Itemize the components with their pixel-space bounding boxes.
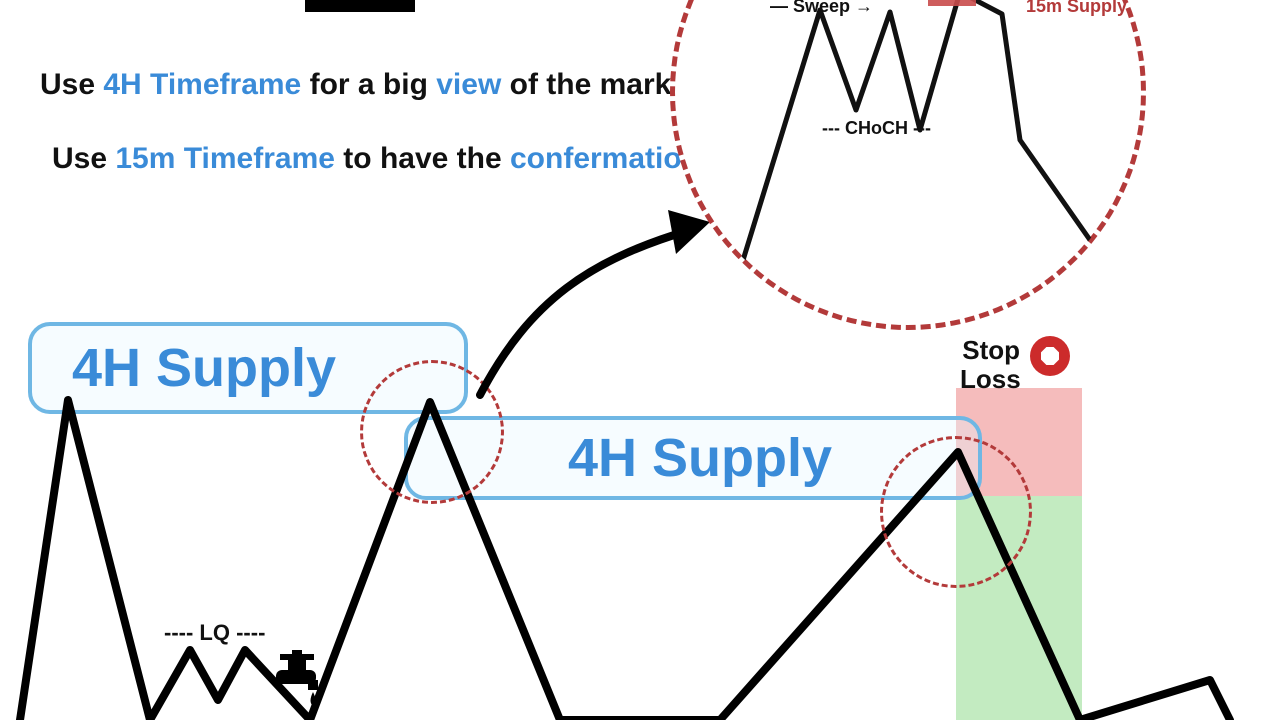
choch-dash-left: --- <box>822 118 845 138</box>
supply-15m-label: 15m Supply <box>1026 0 1127 17</box>
sweep-arrow-right: → <box>850 0 873 16</box>
zoom-price-path <box>0 0 1280 720</box>
choch-text: CHoCH <box>845 118 908 138</box>
choch-label: --- CHoCH --- <box>822 118 931 139</box>
sweep-label: — Sweep → <box>770 0 873 17</box>
sweep-text: Sweep <box>793 0 850 16</box>
choch-dash-right: --- <box>908 118 931 138</box>
sweep-arrow-left: — <box>770 0 793 16</box>
diagram-stage: Use 4H Timeframe for a big view of the m… <box>0 0 1280 720</box>
